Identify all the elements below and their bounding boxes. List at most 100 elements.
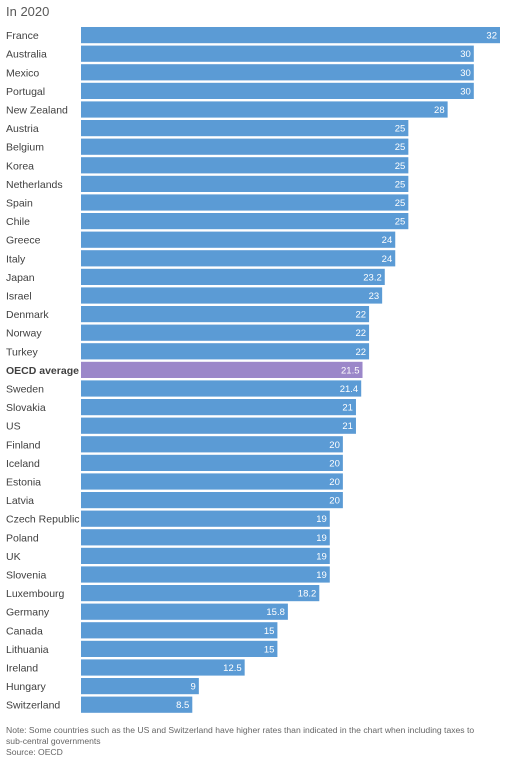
bar <box>81 175 409 192</box>
bar <box>81 157 409 174</box>
value-label: 18.2 <box>298 589 317 600</box>
bar <box>81 231 396 248</box>
bar-row-italy: Italy 24 <box>6 250 396 267</box>
value-label: 8.5 <box>176 700 189 711</box>
category-label: New Zealand <box>6 105 68 117</box>
bar-row-finland: Finland 20 <box>6 436 343 453</box>
value-label: 24 <box>382 235 393 246</box>
bar-row-netherlands: Netherlands 25 <box>6 175 409 192</box>
category-label: Germany <box>6 607 50 619</box>
category-label: Hungary <box>6 681 46 693</box>
chart-footer: Note: Some countries such as the US and … <box>6 725 486 758</box>
bar-row-slovakia: Slovakia 21 <box>6 399 356 416</box>
bar-row-slovenia: Slovenia 19 <box>6 566 330 583</box>
category-label: France <box>6 30 39 42</box>
category-label: Poland <box>6 532 39 544</box>
value-label: 22 <box>355 328 366 339</box>
category-label: Netherlands <box>6 179 63 191</box>
value-label: 20 <box>329 458 340 469</box>
category-label: Spain <box>6 198 33 210</box>
value-label: 25 <box>395 179 406 190</box>
category-label: Denmark <box>6 309 49 321</box>
bar-row-estonia: Estonia 20 <box>6 473 343 490</box>
value-label: 12.5 <box>223 663 242 674</box>
value-label: 28 <box>434 105 445 116</box>
bar <box>81 324 370 341</box>
category-label: Sweden <box>6 384 44 396</box>
bar <box>81 380 362 397</box>
category-label: Mexico <box>6 67 39 79</box>
category-label: Belgium <box>6 142 44 154</box>
category-label: Portugal <box>6 86 45 98</box>
bar-row-new-zealand: New Zealand 28 <box>6 101 448 118</box>
value-label: 23.2 <box>363 272 382 283</box>
value-label: 19 <box>316 570 327 581</box>
bar <box>81 659 245 676</box>
bar <box>81 306 370 323</box>
bar-row-switzerland: Switzerland 8.5 <box>6 696 193 713</box>
bar <box>81 436 343 453</box>
category-label: Greece <box>6 235 41 247</box>
bar-row-belgium: Belgium 25 <box>6 138 409 155</box>
bar-row-us: US 21 <box>6 417 356 434</box>
bar <box>81 250 396 267</box>
category-label: Finland <box>6 439 41 451</box>
bar <box>81 510 330 527</box>
value-label: 15 <box>264 626 275 637</box>
bar <box>81 585 320 602</box>
bar <box>81 27 500 44</box>
bar-row-sweden: Sweden 21.4 <box>6 380 362 397</box>
bar-row-latvia: Latvia 20 <box>6 492 343 509</box>
bar <box>81 622 278 639</box>
bar-row-mexico: Mexico 30 <box>6 64 474 81</box>
bar <box>81 566 330 583</box>
bar-row-ireland: Ireland 12.5 <box>6 659 245 676</box>
bar <box>81 287 383 304</box>
bar-row-germany: Germany 15.8 <box>6 603 288 620</box>
bar-row-greece: Greece 24 <box>6 231 396 248</box>
bar-row-luxembourg: Luxembourg 18.2 <box>6 585 320 602</box>
bar <box>81 213 409 230</box>
value-label: 32 <box>486 31 497 42</box>
category-label: Latvia <box>6 495 34 507</box>
value-label: 15.8 <box>266 607 285 618</box>
value-label: 22 <box>355 347 366 358</box>
bar-chart: France 32 Australia 30 Mexico 30 Portugal 30 New… <box>6 27 500 713</box>
bar-row-korea: Korea 25 <box>6 157 409 174</box>
bar-row-norway: Norway 22 <box>6 324 370 341</box>
bar <box>81 417 356 434</box>
category-label: Czech Republic <box>6 514 80 526</box>
category-label: Norway <box>6 328 42 340</box>
value-label: 21 <box>342 421 353 432</box>
bar-row-austria: Austria 25 <box>6 120 409 137</box>
bar-row-spain: Spain 25 <box>6 194 409 211</box>
bar-row-czech-republic: Czech Republic 19 <box>6 510 330 527</box>
category-label: UK <box>6 551 21 563</box>
value-label: 25 <box>395 124 406 135</box>
value-label: 22 <box>355 310 366 321</box>
value-label: 19 <box>316 533 327 544</box>
category-label: Chile <box>6 216 30 228</box>
bar <box>81 547 330 564</box>
category-label: Australia <box>6 49 47 61</box>
bar <box>81 194 409 211</box>
value-label: 21.4 <box>340 384 359 395</box>
bar-row-denmark: Denmark 22 <box>6 306 370 323</box>
bar <box>81 101 448 118</box>
value-label: 24 <box>382 254 393 265</box>
category-label: Switzerland <box>6 700 60 712</box>
category-label: Iceland <box>6 458 40 470</box>
bar <box>81 473 343 490</box>
chart-subtitle: In 2020 <box>6 4 50 19</box>
category-label: Ireland <box>6 663 38 675</box>
category-label: Estonia <box>6 477 41 489</box>
category-label: OECD average <box>6 365 79 377</box>
value-label: 25 <box>395 198 406 209</box>
value-label: 19 <box>316 551 327 562</box>
bar-row-france: France 32 <box>6 27 500 44</box>
bar <box>81 454 343 471</box>
bar <box>81 603 288 620</box>
footer-source: Source: OECD <box>6 747 63 757</box>
category-label: Lithuania <box>6 644 49 656</box>
category-label: Israel <box>6 291 32 303</box>
